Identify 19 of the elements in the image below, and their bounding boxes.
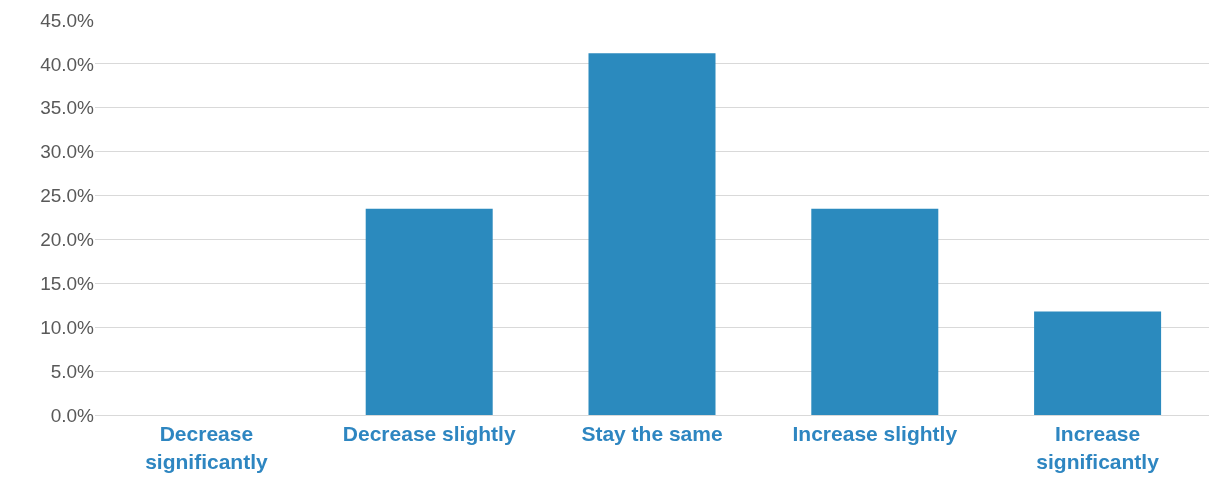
y-tick-label: 25.0% <box>40 185 95 207</box>
x-tick-label: Increase significantly <box>1036 422 1160 473</box>
x-tick-label: Stay the same <box>581 422 723 446</box>
bar <box>811 208 939 415</box>
y-tick-label: 15.0% <box>40 272 95 294</box>
y-tick-label: 20.0% <box>40 229 95 251</box>
bar <box>588 53 716 415</box>
y-tick-label: 0.0% <box>50 404 95 426</box>
x-tick-label: Decrease significantly <box>145 422 268 473</box>
x-tick-label: Decrease slightly <box>342 422 516 446</box>
bar <box>365 208 493 415</box>
y-tick-label: 30.0% <box>40 141 95 163</box>
y-tick-label: 35.0% <box>40 97 95 119</box>
y-tick-label: 40.0% <box>40 53 95 75</box>
y-tick-label: 5.0% <box>50 360 95 382</box>
bar <box>1034 311 1162 415</box>
x-tick-label: Increase slightly <box>792 422 958 446</box>
y-tick-label: 10.0% <box>40 316 95 338</box>
y-tick-label: 45.0% <box>40 9 95 31</box>
